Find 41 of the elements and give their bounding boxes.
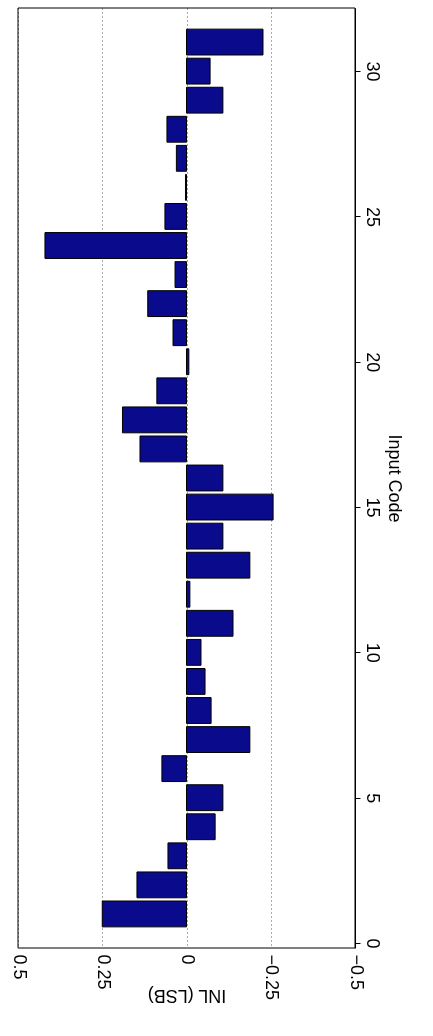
bar bbox=[164, 203, 187, 230]
y-tick-label: 10 bbox=[362, 642, 383, 663]
bar bbox=[147, 290, 187, 318]
bar bbox=[186, 57, 211, 85]
bar bbox=[172, 319, 187, 347]
bar bbox=[136, 871, 187, 899]
bar bbox=[186, 668, 206, 695]
bar bbox=[186, 348, 190, 376]
bar bbox=[186, 551, 251, 579]
bar bbox=[156, 377, 187, 405]
bar bbox=[174, 261, 187, 288]
y-tick-label: 15 bbox=[362, 497, 383, 518]
bar bbox=[186, 726, 251, 753]
bar bbox=[186, 638, 202, 666]
bar bbox=[175, 144, 187, 172]
y-tick-label: 25 bbox=[362, 206, 383, 227]
y-tick-label: 5 bbox=[362, 793, 383, 804]
bar bbox=[167, 842, 187, 870]
bar bbox=[166, 115, 187, 143]
y-tick-label: 30 bbox=[362, 61, 383, 82]
bar bbox=[186, 784, 224, 812]
y-axis-title: Input Code bbox=[384, 434, 405, 523]
bar bbox=[186, 697, 212, 724]
bar bbox=[121, 406, 187, 434]
bar bbox=[161, 755, 187, 783]
x-axis-title: INL (LSB) bbox=[147, 986, 227, 1007]
bar bbox=[186, 813, 216, 841]
bar bbox=[186, 609, 234, 637]
bar bbox=[186, 522, 224, 550]
bar bbox=[101, 900, 187, 928]
bar bbox=[186, 28, 264, 56]
bar bbox=[186, 86, 224, 114]
x-tick-label: 0.25 bbox=[93, 954, 114, 990]
x-tick-label: 0 bbox=[178, 954, 198, 965]
x-tick-label: −0.25 bbox=[262, 954, 283, 1001]
x-tick-label: −0.5 bbox=[346, 954, 367, 991]
x-tick-label: 0.5 bbox=[9, 954, 30, 980]
y-tick-label: 0 bbox=[362, 938, 383, 949]
bar bbox=[186, 580, 191, 608]
y-tick-label: 20 bbox=[362, 352, 383, 373]
bar bbox=[44, 232, 187, 259]
